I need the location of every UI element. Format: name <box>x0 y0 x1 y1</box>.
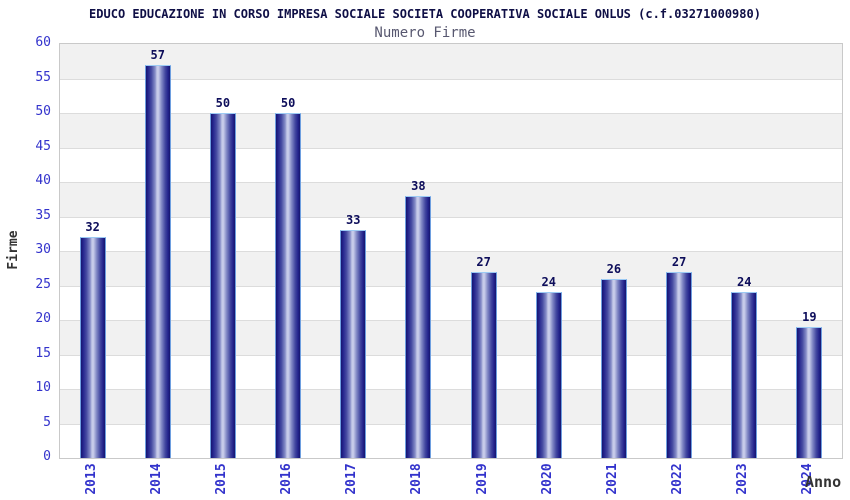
grid-line <box>60 251 842 252</box>
bar <box>731 292 758 458</box>
x-tick-label: 2017 <box>344 463 360 495</box>
bar-value-label: 24 <box>541 275 556 290</box>
bar <box>470 271 497 458</box>
bar-value-label: 19 <box>802 309 817 324</box>
grid-line <box>60 147 842 149</box>
bar-value-label: 38 <box>411 178 426 193</box>
grid-line <box>60 182 842 183</box>
bar <box>79 237 106 458</box>
grid-line <box>60 285 842 287</box>
y-tick-label: 25 <box>35 276 51 292</box>
grid-line <box>60 320 842 321</box>
y-tick-label: 55 <box>35 69 51 85</box>
grid-line <box>60 216 842 218</box>
y-tick-label: 35 <box>35 207 51 223</box>
x-tick-label: 2014 <box>148 463 164 495</box>
plot-band <box>60 354 842 389</box>
x-tick-label: 2020 <box>539 463 555 495</box>
grid-line <box>60 78 842 80</box>
plot-band <box>60 285 842 320</box>
bar-value-label: 57 <box>150 47 165 62</box>
grid-line <box>60 354 842 356</box>
x-tick-label: 2022 <box>670 463 686 495</box>
bar-value-label: 27 <box>476 254 491 269</box>
plot-band <box>60 44 842 79</box>
plot-band <box>60 147 842 182</box>
grid-line <box>60 113 842 114</box>
chart-title: EDUCO EDUCAZIONE IN CORSO IMPRESA SOCIAL… <box>89 7 761 21</box>
bar-value-label: 33 <box>346 213 361 228</box>
bar <box>209 113 236 458</box>
bar <box>600 278 627 458</box>
x-tick-label: 2018 <box>409 463 425 495</box>
bar <box>535 292 562 458</box>
plot-band <box>60 251 842 286</box>
x-tick-label: 2021 <box>604 463 620 495</box>
grid-line <box>60 389 842 390</box>
x-tick-label: 2019 <box>474 463 490 495</box>
bar-value-label: 26 <box>606 261 622 276</box>
y-tick-label: 0 <box>43 449 51 464</box>
plot-band <box>60 389 842 424</box>
plot-band <box>60 78 842 113</box>
plot-band <box>60 216 842 251</box>
plot-area: 32 57 50 50 33 38 27 24 26 27 24 19 <box>59 43 843 459</box>
bar <box>144 64 171 458</box>
x-tick-label: 2023 <box>735 463 751 495</box>
bar <box>796 326 823 458</box>
bar <box>405 195 432 458</box>
y-tick-label: 10 <box>35 380 51 395</box>
y-tick-label: 20 <box>35 311 51 326</box>
y-tick-label: 5 <box>43 414 51 430</box>
y-tick-label: 30 <box>35 242 51 257</box>
grid-line <box>60 423 842 425</box>
bar <box>275 113 302 458</box>
plot-band <box>60 423 842 458</box>
y-tick-label: 60 <box>35 35 51 50</box>
y-tick-label: 50 <box>35 104 51 119</box>
plot-band <box>60 182 842 217</box>
x-tick-label: 2015 <box>213 463 229 495</box>
y-tick-label: 45 <box>35 138 51 154</box>
x-tick-label: 2013 <box>83 463 99 495</box>
chart-subtitle: Numero Firme <box>374 25 476 41</box>
bar-value-label: 27 <box>671 254 687 269</box>
bar-value-label: 50 <box>215 96 231 110</box>
x-axis-title: Anno <box>805 473 842 491</box>
x-tick-label: 2016 <box>279 463 295 495</box>
plot-band <box>60 113 842 148</box>
y-tick-label: 15 <box>35 345 51 361</box>
y-tick-label: 40 <box>35 173 51 188</box>
bar <box>340 230 367 458</box>
bar-value-label: 24 <box>737 275 752 290</box>
bar-value-label: 50 <box>280 96 296 110</box>
bar <box>666 271 693 458</box>
plot-band <box>60 320 842 355</box>
bar-value-label: 32 <box>85 220 100 235</box>
